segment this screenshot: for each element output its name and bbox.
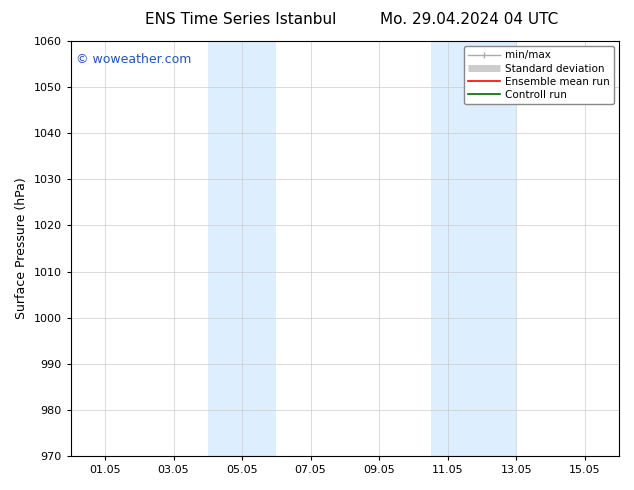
Text: Mo. 29.04.2024 04 UTC: Mo. 29.04.2024 04 UTC xyxy=(380,12,559,27)
Bar xyxy=(430,41,516,456)
Y-axis label: Surface Pressure (hPa): Surface Pressure (hPa) xyxy=(15,178,28,319)
Text: © woweather.com: © woweather.com xyxy=(76,53,191,67)
Text: ENS Time Series Istanbul: ENS Time Series Istanbul xyxy=(145,12,337,27)
Bar xyxy=(208,41,276,456)
Legend: min/max, Standard deviation, Ensemble mean run, Controll run: min/max, Standard deviation, Ensemble me… xyxy=(464,46,614,104)
